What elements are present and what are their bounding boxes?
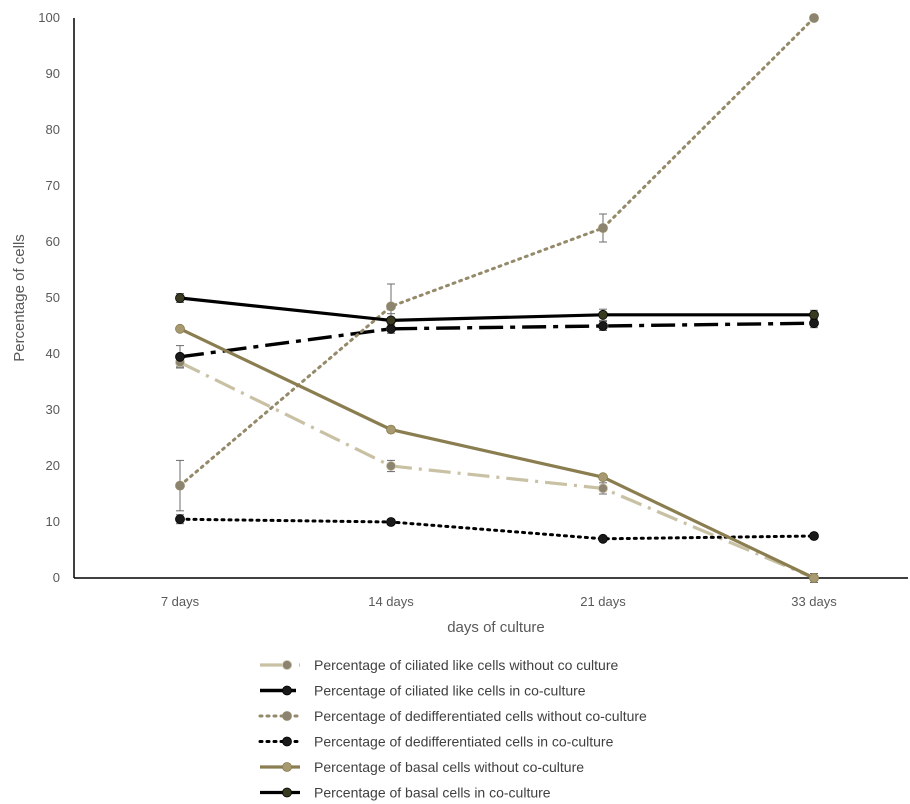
legend-label: Percentage of basal cells without co-cul… [314, 759, 584, 775]
legend-swatch-marker [282, 762, 292, 772]
x-tick-label: 33 days [791, 594, 837, 609]
data-markers [175, 13, 819, 583]
data-point [809, 13, 819, 23]
x-tick-label: 14 days [368, 594, 414, 609]
legend-swatch-marker [282, 685, 292, 696]
data-point [175, 293, 185, 303]
data-point [809, 573, 819, 583]
data-point [175, 323, 185, 334]
x-axis-title: days of culture [447, 619, 545, 636]
y-tick-label: 30 [46, 402, 60, 417]
data-point [175, 514, 185, 525]
series-line [179, 321, 815, 359]
legend-label: Percentage of ciliated like cells in co-… [314, 683, 586, 699]
y-tick-label: 0 [53, 570, 60, 585]
axes [73, 18, 908, 579]
x-axis-ticks: 7 days 14 days 21 days 33 days [161, 594, 837, 609]
error-bars [176, 213, 818, 583]
series-line [179, 296, 814, 323]
data-point [175, 480, 185, 491]
legend-label: Percentage of dedifferentiated cells in … [314, 734, 614, 750]
legend-label: Percentage of ciliated like cells withou… [314, 657, 618, 673]
data-point [598, 223, 608, 233]
y-axis-title: Percentage of cells [11, 234, 28, 362]
data-point [809, 531, 819, 541]
data-point [598, 483, 608, 494]
data-point [386, 301, 396, 312]
data-point [386, 323, 396, 334]
data-point [598, 309, 608, 320]
y-axis-ticks: 0 10 20 30 40 50 60 70 80 90 100 [38, 10, 60, 585]
data-point [598, 321, 608, 331]
data-point [809, 318, 819, 329]
series-line [178, 16, 816, 488]
legend-swatch-marker [282, 660, 292, 670]
data-point [386, 517, 396, 527]
y-tick-label: 10 [46, 514, 60, 529]
y-tick-label: 70 [46, 178, 60, 193]
chart-legend: Percentage of ciliated like cells withou… [258, 657, 647, 801]
data-point [809, 309, 819, 320]
data-point [386, 315, 396, 326]
series-line [179, 360, 815, 580]
series-line [178, 517, 816, 541]
y-tick-label: 80 [46, 122, 60, 137]
legend-swatch-marker [282, 787, 292, 798]
y-tick-label: 60 [46, 234, 60, 249]
legend-label: Percentage of dedifferentiated cells wit… [314, 708, 647, 724]
legend-swatch-marker [282, 736, 292, 747]
y-tick-label: 20 [46, 458, 60, 473]
y-tick-label: 40 [46, 346, 60, 361]
series-lines [178, 16, 816, 580]
y-tick-label: 90 [46, 66, 60, 81]
data-point [386, 424, 396, 435]
legend-swatch-marker [282, 711, 292, 721]
y-tick-label: 100 [38, 10, 60, 25]
y-tick-label: 50 [46, 290, 60, 305]
x-tick-label: 7 days [161, 594, 200, 609]
data-point [175, 351, 185, 362]
x-tick-label: 21 days [580, 594, 626, 609]
legend-label: Percentage of basal cells in co-culture [314, 785, 551, 801]
data-point [598, 533, 608, 544]
data-point [386, 461, 396, 471]
data-point [598, 472, 608, 483]
series-line [179, 327, 815, 580]
